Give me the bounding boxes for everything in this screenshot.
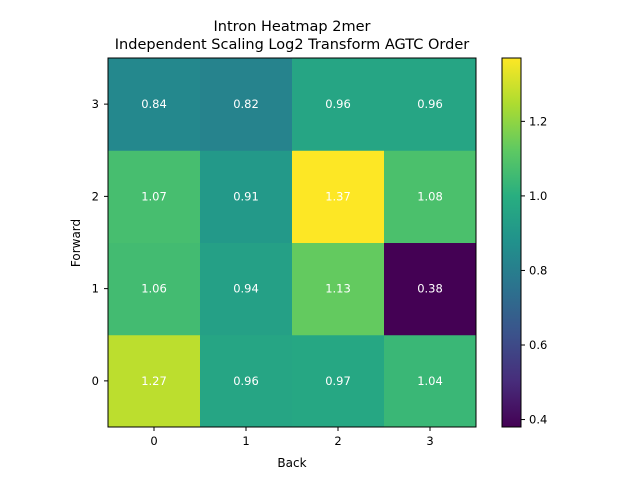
- plot-frame: [107, 57, 477, 428]
- cell-value-label: 0.96: [325, 97, 351, 111]
- cell-value-label: 1.06: [141, 282, 167, 296]
- colorbar-ticks: 0.4 0.6 0.8 1.0 1.2: [521, 114, 547, 427]
- cell-value-label: 1.04: [417, 374, 443, 388]
- cell-value-label: 1.07: [141, 189, 167, 203]
- colorbar-frame: [501, 57, 522, 428]
- cell-value-label: 1.13: [325, 282, 351, 296]
- heatmap-cell: [384, 150, 477, 243]
- cell-value-label: 1.37: [325, 189, 351, 203]
- cell-value-label: 0.38: [417, 282, 443, 296]
- heatmap-cell-labels: 1.27 0.96 0.97 1.04 1.06 0.94 1.13 0.38 1.07 0.91…: [141, 97, 443, 388]
- heatmap-cell: [384, 242, 477, 336]
- y-tick-label: 2: [92, 189, 99, 203]
- heatmap-cell: [292, 334, 385, 428]
- heatmap-cell: [292, 242, 385, 336]
- heatmap-cell: [200, 334, 293, 428]
- colorbar-tick-label: 1.0: [529, 189, 547, 203]
- heatmap-cell: [108, 58, 201, 151]
- heatmap-cell: [108, 150, 201, 243]
- heatmap-cell: [384, 334, 477, 428]
- y-tick-label: 1: [92, 282, 99, 296]
- colorbar-tick-label: 0.6: [529, 338, 547, 352]
- chart-subtitle: Independent Scaling Log2 Transform AGTC …: [115, 37, 469, 53]
- cell-value-label: 0.84: [141, 97, 167, 111]
- y-tick-label: 0: [92, 374, 99, 388]
- cell-value-label: 0.91: [233, 189, 259, 203]
- cell-value-label: 0.97: [325, 374, 351, 388]
- cell-value-label: 0.96: [417, 97, 443, 111]
- colorbar-tick-label: 1.2: [529, 114, 547, 128]
- cell-value-label: 0.82: [233, 97, 259, 111]
- cell-value-label: 0.94: [233, 282, 259, 296]
- x-axis-ticks: 0 1 2 3: [150, 427, 434, 448]
- colorbar-tick-label: 0.8: [529, 263, 547, 277]
- heatmap-cells: [108, 58, 477, 428]
- colorbar: [502, 58, 521, 427]
- y-axis-ticks: 0 1 2 3: [92, 97, 108, 388]
- chart-title: Intron Heatmap 2mer: [214, 19, 371, 35]
- cell-value-label: 0.96: [233, 374, 259, 388]
- heatmap-cell: [108, 334, 201, 428]
- heatmap-cell: [292, 150, 385, 243]
- heatmap-cell: [384, 58, 477, 151]
- cell-value-label: 1.08: [417, 189, 443, 203]
- heatmap-cell: [108, 242, 201, 336]
- heatmap-cell: [292, 58, 385, 151]
- x-tick-label: 2: [334, 434, 341, 448]
- y-tick-label: 3: [92, 97, 99, 111]
- y-axis-label: Forward: [69, 219, 83, 267]
- x-axis-label: Back: [277, 456, 306, 470]
- x-tick-label: 0: [150, 434, 157, 448]
- x-tick-label: 3: [426, 434, 433, 448]
- heatmap-cell: [200, 242, 293, 336]
- colorbar-tick-label: 0.4: [529, 413, 547, 427]
- x-tick-label: 1: [242, 434, 249, 448]
- heatmap-cell: [200, 150, 293, 243]
- cell-value-label: 1.27: [141, 374, 167, 388]
- heatmap-cell: [200, 58, 293, 151]
